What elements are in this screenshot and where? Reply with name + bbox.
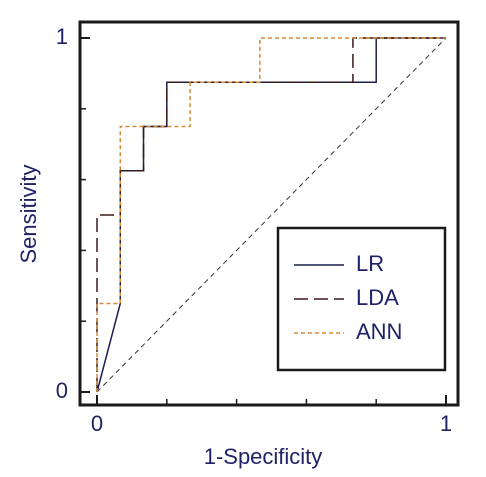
plot-frame (78, 20, 460, 407)
y-tick-label: 0 (56, 378, 68, 403)
reference-diagonal (96, 37, 447, 393)
roc-line (96, 37, 446, 392)
roc-line (96, 37, 446, 392)
legend-label: ANN (356, 319, 402, 344)
x-axis-label: 1-Specificity (204, 444, 323, 469)
x-tick-label: 1 (440, 411, 452, 436)
y-axis-label: Sensitivity (16, 164, 41, 263)
y-tick-label: 1 (56, 24, 68, 49)
x-tick-label: 0 (91, 411, 103, 436)
legend-label: LDA (356, 285, 399, 310)
legend-label: LR (356, 251, 384, 276)
